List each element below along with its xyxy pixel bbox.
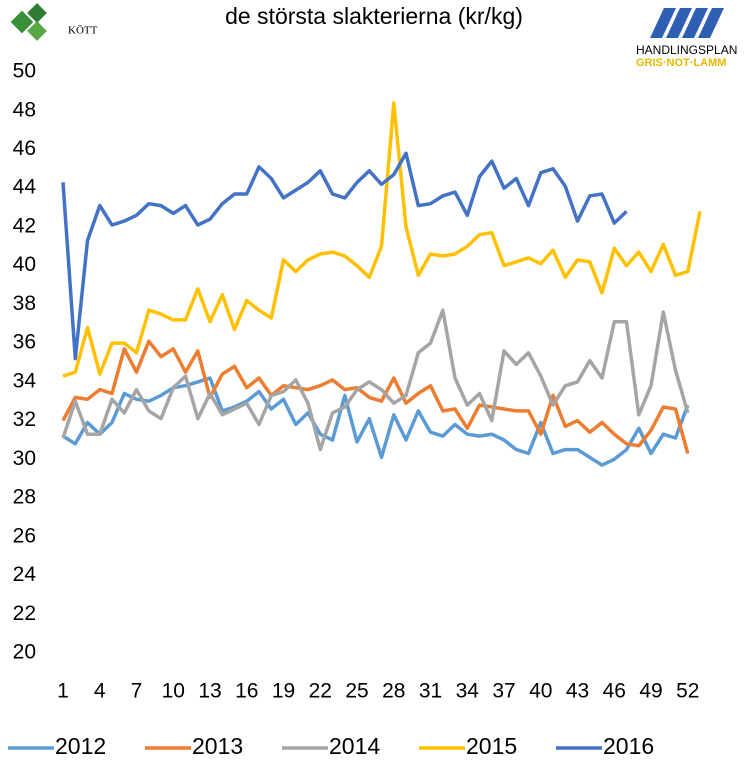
y-tick-label: 26 xyxy=(13,524,36,547)
y-tick-label: 48 xyxy=(13,98,36,121)
x-tick-label: 1 xyxy=(57,680,69,703)
logo-stripe xyxy=(682,8,708,38)
x-tick-label: 22 xyxy=(309,680,332,703)
x-tick-label: 10 xyxy=(162,680,185,703)
chart-title: de största slakterierna (kr/kg) xyxy=(225,3,523,29)
logo-stripe xyxy=(666,8,692,38)
y-tick-label: 46 xyxy=(13,137,36,160)
x-tick-label: 4 xyxy=(94,680,106,703)
y-tick-label: 44 xyxy=(13,176,37,199)
logo-stripe xyxy=(650,8,676,38)
x-tick-label: 13 xyxy=(198,680,221,703)
y-tick-label: 20 xyxy=(13,641,36,664)
x-tick-label: 25 xyxy=(345,680,368,703)
y-tick-label: 32 xyxy=(13,408,36,431)
series-line xyxy=(62,376,690,467)
x-tick-label: 40 xyxy=(529,680,552,703)
y-tick-label: 40 xyxy=(13,253,36,276)
y-tick-label: 42 xyxy=(13,214,36,237)
y-tick-label: 50 xyxy=(13,60,36,83)
x-tick-label: 7 xyxy=(131,680,143,703)
left-logo: KÖTT xyxy=(10,3,98,41)
x-tick-label: 43 xyxy=(566,680,589,703)
x-tick-label: 46 xyxy=(603,680,626,703)
y-tick-label: 28 xyxy=(13,486,36,509)
x-tick-label: 31 xyxy=(419,680,442,703)
x-tick-label: 52 xyxy=(676,680,699,703)
right-logo: HANDLINGSPLAN GRIS·NOT·LAMM xyxy=(636,8,737,69)
legend-label: 2015 xyxy=(466,733,517,759)
series-line xyxy=(62,101,702,378)
logo-stripe xyxy=(698,8,724,38)
series-line xyxy=(61,308,690,452)
y-tick-label: 36 xyxy=(13,331,36,354)
y-tick-label: 22 xyxy=(13,602,36,625)
x-tick-label: 49 xyxy=(639,680,662,703)
series-line xyxy=(61,339,690,454)
y-tick-label: 24 xyxy=(13,563,37,586)
y-tick-label: 30 xyxy=(13,447,36,470)
x-tick-label: 28 xyxy=(382,680,405,703)
y-tick-label: 38 xyxy=(13,292,36,315)
logo-subtitle: GRIS·NOT·LAMM xyxy=(636,57,726,69)
x-tick-label: 37 xyxy=(492,680,515,703)
logo-text: KÖTT xyxy=(68,25,98,37)
legend-label: 2016 xyxy=(603,733,654,759)
legend-label: 2012 xyxy=(55,733,106,759)
x-tick-label: 16 xyxy=(235,680,258,703)
x-tick-label: 34 xyxy=(456,680,480,703)
legend-label: 2013 xyxy=(192,733,243,759)
legend-label: 2014 xyxy=(329,733,380,759)
y-tick-label: 34 xyxy=(13,369,37,392)
x-tick-label: 19 xyxy=(272,680,295,703)
series-line xyxy=(61,151,628,361)
logo-title: HANDLINGSPLAN xyxy=(636,43,737,57)
